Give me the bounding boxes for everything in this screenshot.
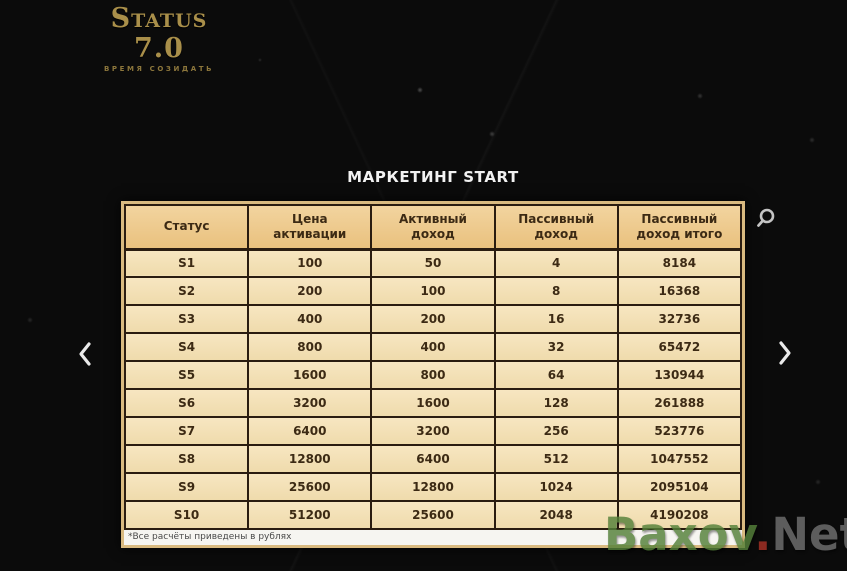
table-row: S3 400 200 16 32736 [123, 304, 743, 334]
table-cell: 8184 [616, 248, 743, 278]
table-cell: S9 [123, 472, 250, 502]
watermark-part3: Net [771, 508, 847, 561]
table-cell: 2095104 [616, 472, 743, 502]
table-cell: S4 [123, 332, 250, 362]
table-cell: 100 [247, 248, 373, 278]
table-row: S5 1600 800 64 130944 [123, 360, 743, 390]
table-cell: 1600 [370, 388, 496, 418]
table-row: S9 25600 12800 1024 2095104 [123, 472, 743, 502]
column-header: Активный доход [370, 204, 496, 251]
table-cell: 6400 [247, 416, 373, 446]
watermark-part2: . [754, 508, 772, 561]
logo: Status 7.0 ВРЕМЯ СОЗИДАТЬ [84, 3, 234, 74]
column-header: Статус [123, 204, 250, 251]
table-cell: 32 [493, 332, 619, 362]
table-cell: 2048 [493, 500, 619, 530]
table-cell: 4190208 [616, 500, 743, 530]
table-cell: 32736 [616, 304, 743, 334]
table-cell: 50 [370, 248, 496, 278]
table-cell: 400 [247, 304, 373, 334]
chevron-left-icon [79, 342, 91, 366]
table-cell: S7 [123, 416, 250, 446]
table-cell: S2 [123, 276, 250, 306]
table-cell: 800 [247, 332, 373, 362]
table-cell: 12800 [247, 444, 373, 474]
zoom-search-button[interactable] [751, 203, 781, 233]
table-cell: 200 [247, 276, 373, 306]
table-row: S4 800 400 32 65472 [123, 332, 743, 362]
column-header: Пассивный доход [493, 204, 619, 251]
table-cell: 1024 [493, 472, 619, 502]
watermark: Baxov.Net [604, 508, 847, 561]
prev-slide-button[interactable] [72, 337, 98, 371]
table-cell: 200 [370, 304, 496, 334]
column-header: Цена активации [247, 204, 373, 251]
table-cell: 800 [370, 360, 496, 390]
table-cell: 4 [493, 248, 619, 278]
table-header-row: Статус Цена активации Активный доход Пассив… [123, 204, 743, 251]
table-cell: 1600 [247, 360, 373, 390]
table-cell: 400 [370, 332, 496, 362]
table-cell: 3200 [247, 388, 373, 418]
table-cell: 128 [493, 388, 619, 418]
table-cell: 1047552 [616, 444, 743, 474]
table-cell: 12800 [370, 472, 496, 502]
table-row: S10 51200 25600 2048 4190208 [123, 500, 743, 530]
page-title: МАРКЕТИНГ START [347, 168, 519, 186]
table-cell: 261888 [616, 388, 743, 418]
table-cell: 6400 [370, 444, 496, 474]
table-row: S7 6400 3200 256 523776 [123, 416, 743, 446]
table-row: S6 3200 1600 128 261888 [123, 388, 743, 418]
table-cell: 65472 [616, 332, 743, 362]
table-cell: 16 [493, 304, 619, 334]
watermark-part1: Baxov [604, 508, 755, 561]
column-header: Пассивный доход итого [616, 204, 743, 251]
table-cell: 25600 [247, 472, 373, 502]
table-cell: 64 [493, 360, 619, 390]
logo-title: Status 7.0 [110, 3, 208, 64]
table-cell: S1 [123, 248, 250, 278]
status-table: Статус Цена активации Активный доход Пассив… [123, 204, 743, 530]
table-cell: 512 [493, 444, 619, 474]
table-footnote: *Все расчёты приведены в рублях [124, 530, 742, 545]
table-row: S2 200 100 8 16368 [123, 276, 743, 306]
chevron-right-icon [779, 341, 791, 365]
table-cell: S10 [123, 500, 250, 530]
table-cell: S5 [123, 360, 250, 390]
table-cell: S3 [123, 304, 250, 334]
next-slide-button[interactable] [772, 336, 798, 370]
table-cell: 100 [370, 276, 496, 306]
table-cell: 3200 [370, 416, 496, 446]
table-cell: 51200 [247, 500, 373, 530]
table-cell: S6 [123, 388, 250, 418]
table-cell: 130944 [616, 360, 743, 390]
magnifier-icon [757, 208, 775, 227]
table-cell: 256 [493, 416, 619, 446]
table-cell: 16368 [616, 276, 743, 306]
table-cell: S8 [123, 444, 250, 474]
table-row: S1 100 50 4 8184 [123, 248, 743, 278]
table-cell: 523776 [616, 416, 743, 446]
table-cell: 25600 [370, 500, 496, 530]
marketing-table: Статус Цена активации Активный доход Пассив… [121, 201, 745, 548]
table-row: S8 12800 6400 512 1047552 [123, 444, 743, 474]
logo-tagline: ВРЕМЯ СОЗИДАТЬ [103, 65, 215, 74]
table-cell: 8 [493, 276, 619, 306]
